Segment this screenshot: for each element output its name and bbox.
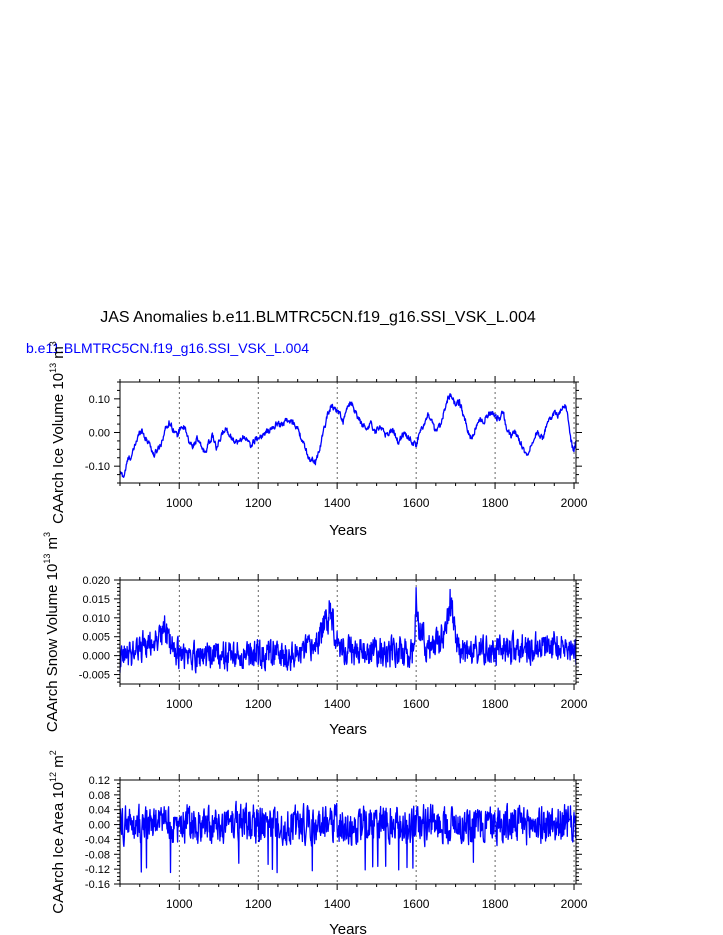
y-tick-label: -0.12 xyxy=(85,864,110,876)
x-tick-label: 1200 xyxy=(245,697,272,711)
panel-2: 1000 1200 1400 1600 1800 2000 -0.005 0.000 0.005… xyxy=(42,532,588,738)
y-tick-label: 0.015 xyxy=(82,594,110,606)
series-line xyxy=(119,393,577,478)
y-tick-label: 0.04 xyxy=(89,805,110,817)
y-tick-label: 0.08 xyxy=(89,790,110,802)
x-tick-label: 1600 xyxy=(403,897,430,911)
x-axis-label: Years xyxy=(329,921,367,935)
series-line xyxy=(119,800,577,874)
y-tick-label: -0.16 xyxy=(85,879,110,891)
y-tick-label: -0.08 xyxy=(85,849,110,861)
y-axis-label: CAArch Snow Volume 1013 m3 xyxy=(42,532,61,732)
y-tick-label: 0.00 xyxy=(89,428,110,440)
y-tick-label: 0.12 xyxy=(89,775,110,787)
chart-subtitle: b.e11.BLMTRC5CN.f19_g16.SSI_VSK_L.004 xyxy=(26,340,309,356)
y-axis-label: CAArch Ice Volume 1013 m3 xyxy=(48,341,67,524)
y-tick-label: -0.005 xyxy=(79,670,110,682)
x-tick-label: 1800 xyxy=(482,697,509,711)
series-line xyxy=(119,586,577,674)
x-axis-label: Years xyxy=(329,721,367,738)
y-tick-label: 0.005 xyxy=(82,632,110,644)
y-tick-label: 0.010 xyxy=(82,613,110,625)
y-tick-label: -0.04 xyxy=(85,834,110,846)
y-tick-label: 0.00 xyxy=(89,820,110,832)
x-axis-label: Years xyxy=(329,522,367,539)
x-tick-label: 1800 xyxy=(482,496,509,510)
x-tick-label: 2000 xyxy=(561,496,588,510)
x-tick-label: 1400 xyxy=(324,496,351,510)
x-tick-label: 1600 xyxy=(403,697,430,711)
y-tick-label: 0.000 xyxy=(82,651,110,663)
y-tick-label: 0.10 xyxy=(89,394,110,406)
panel-1: 1000 1200 1400 1600 1800 2000 -0.10 0.00 0.10 Yea… xyxy=(48,341,588,539)
panel-3: 1000 1200 1400 1600 1800 2000 -0.16 -0.12 -0.08 -… xyxy=(48,750,588,935)
y-tick-label: 0.020 xyxy=(82,575,110,587)
x-tick-label: 1200 xyxy=(245,897,272,911)
x-tick-label: 1800 xyxy=(482,897,509,911)
x-tick-label: 1200 xyxy=(245,496,272,510)
chart-title: JAS Anomalies b.e11.BLMTRC5CN.f19_g16.SS… xyxy=(100,309,536,326)
x-tick-label: 1000 xyxy=(166,697,193,711)
x-tick-label: 1400 xyxy=(324,697,351,711)
x-tick-label: 1600 xyxy=(403,496,430,510)
plot-frame xyxy=(119,381,577,484)
y-axis-label: CAArch Ice Area 1012 m2 xyxy=(48,750,67,913)
x-tick-label: 2000 xyxy=(561,897,588,911)
x-tick-label: 1400 xyxy=(324,897,351,911)
x-tick-label: 1000 xyxy=(166,496,193,510)
y-tick-label: -0.10 xyxy=(85,461,110,473)
x-tick-label: 2000 xyxy=(561,697,588,711)
x-tick-label: 1000 xyxy=(166,897,193,911)
plot-frame xyxy=(119,579,577,685)
